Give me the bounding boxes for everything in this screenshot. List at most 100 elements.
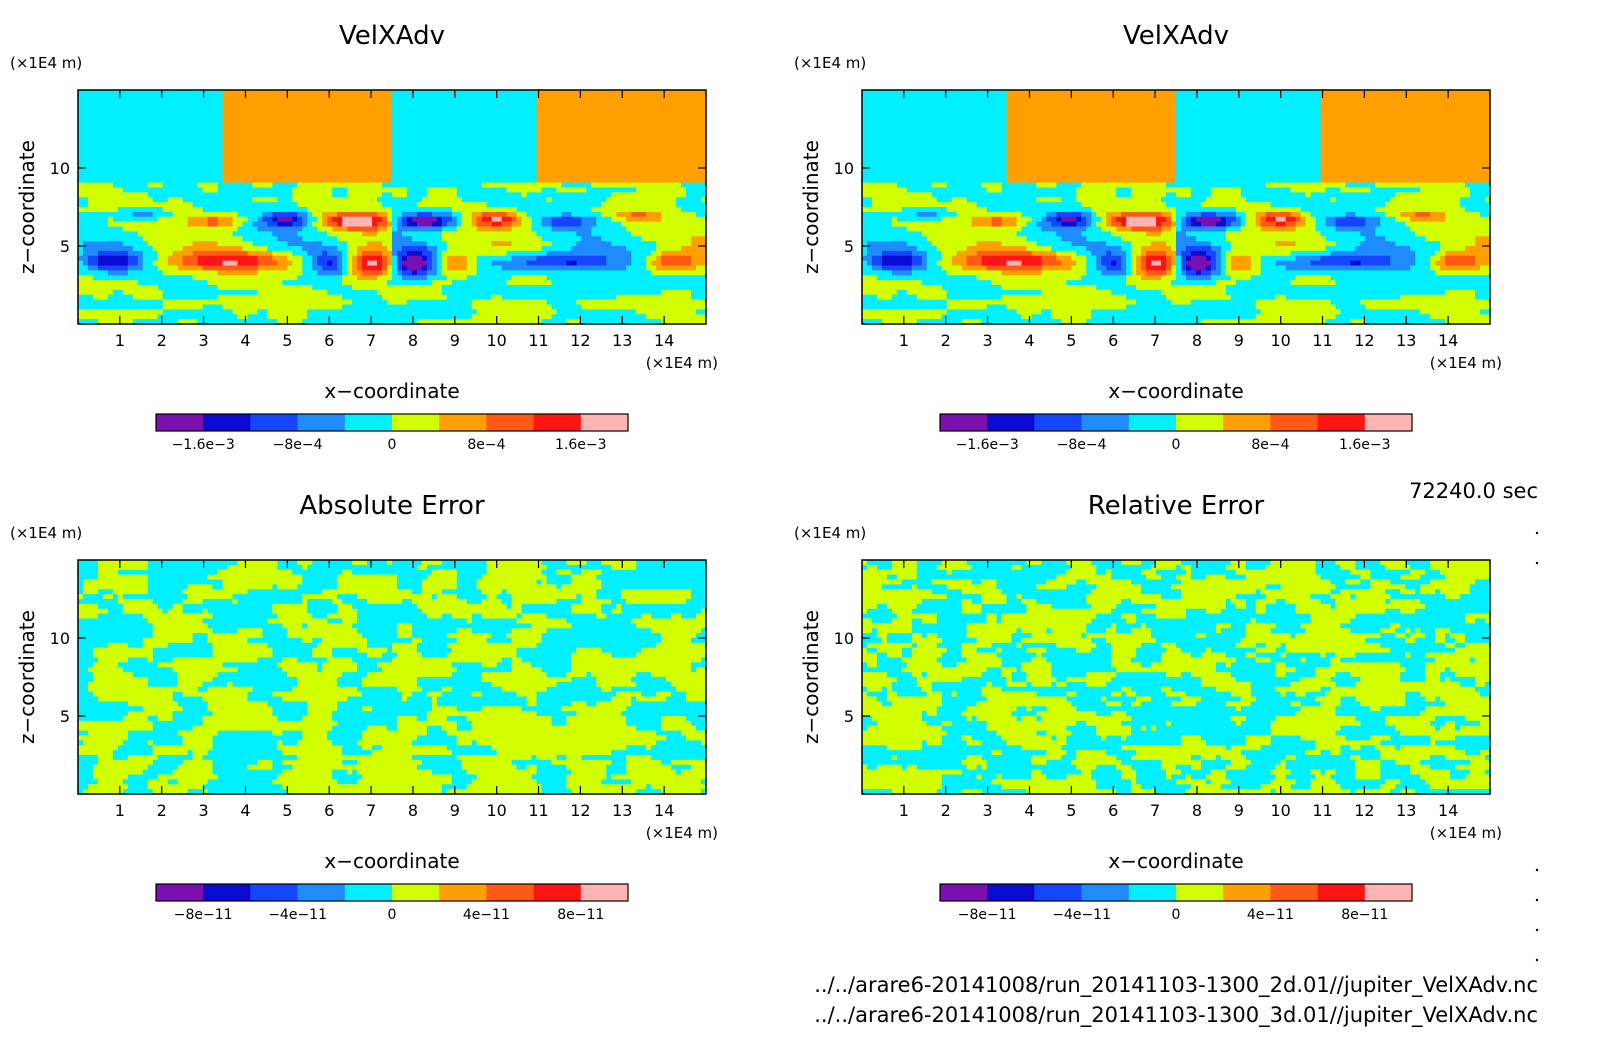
heatmap-cell bbox=[233, 110, 238, 115]
heatmap-cell bbox=[78, 139, 83, 144]
heatmap-cell bbox=[108, 231, 113, 236]
heatmap-cell bbox=[188, 251, 193, 256]
heatmap-cell bbox=[78, 275, 83, 280]
heatmap-cell bbox=[143, 236, 148, 241]
heatmap-cell bbox=[128, 124, 133, 129]
heatmap-cell bbox=[143, 261, 148, 266]
heatmap-cell bbox=[113, 168, 118, 173]
heatmap-cell bbox=[128, 280, 133, 285]
heatmap-cell bbox=[148, 251, 153, 256]
heatmap-cell bbox=[118, 197, 123, 202]
heatmap-cell bbox=[233, 251, 238, 256]
heatmap-cell bbox=[188, 114, 193, 119]
heatmap-cell bbox=[183, 309, 188, 314]
heatmap-cell bbox=[98, 305, 103, 310]
heatmap-cell bbox=[128, 129, 133, 134]
heatmap-cell bbox=[103, 153, 108, 158]
heatmap-cell bbox=[178, 124, 183, 129]
heatmap-cell bbox=[153, 305, 158, 310]
heatmap-cell bbox=[153, 202, 158, 207]
heatmap-cell bbox=[83, 227, 88, 232]
heatmap-cell bbox=[83, 309, 88, 314]
heatmap-cell bbox=[128, 95, 133, 100]
heatmap-cell bbox=[193, 261, 198, 266]
heatmap-cell bbox=[88, 124, 93, 129]
heatmap-cell bbox=[98, 105, 103, 110]
heatmap-cell bbox=[223, 129, 228, 134]
heatmap-cell bbox=[113, 163, 118, 168]
heatmap-cell bbox=[203, 261, 208, 266]
heatmap-cell bbox=[88, 192, 93, 197]
heatmap-cell bbox=[128, 168, 133, 173]
heatmap-cell bbox=[123, 305, 128, 310]
heatmap-cell bbox=[148, 149, 153, 154]
heatmap-cell bbox=[218, 300, 223, 305]
heatmap-cell bbox=[233, 246, 238, 251]
heatmap-cell bbox=[88, 90, 93, 95]
heatmap-cell bbox=[128, 222, 133, 227]
heatmap-cell bbox=[203, 251, 208, 256]
heatmap-cell bbox=[233, 222, 238, 227]
heatmap-cell bbox=[153, 290, 158, 295]
heatmap-cell bbox=[168, 270, 173, 275]
heatmap-cell bbox=[183, 241, 188, 246]
heatmap-cell bbox=[98, 212, 103, 217]
heatmap-cell bbox=[163, 114, 168, 119]
heatmap-cell bbox=[83, 139, 88, 144]
heatmap-cell bbox=[223, 197, 228, 202]
heatmap-cell bbox=[133, 305, 138, 310]
heatmap-cell bbox=[178, 158, 183, 163]
heatmap-cell bbox=[208, 188, 213, 193]
heatmap-cell bbox=[98, 222, 103, 227]
heatmap-cell bbox=[103, 183, 108, 188]
heatmap-cell bbox=[118, 275, 123, 280]
heatmap-cell bbox=[93, 197, 98, 202]
heatmap-cell bbox=[138, 197, 143, 202]
heatmap-cell bbox=[213, 129, 218, 134]
heatmap-cell bbox=[198, 178, 203, 183]
heatmap-cell bbox=[113, 231, 118, 236]
heatmap-cell bbox=[193, 295, 198, 300]
heatmap-cell bbox=[183, 207, 188, 212]
heatmap-cell bbox=[208, 173, 213, 178]
heatmap-cell bbox=[78, 285, 83, 290]
heatmap-cell bbox=[218, 158, 223, 163]
heatmap-cell bbox=[188, 295, 193, 300]
heatmap-cell bbox=[108, 266, 113, 271]
heatmap-cell bbox=[168, 188, 173, 193]
heatmap-cell bbox=[173, 256, 178, 261]
heatmap-cell bbox=[113, 256, 118, 261]
heatmap-cell bbox=[158, 300, 163, 305]
heatmap-cell bbox=[133, 134, 138, 139]
heatmap-cell bbox=[148, 266, 153, 271]
heatmap-cell bbox=[198, 90, 203, 95]
heatmap-cell bbox=[188, 178, 193, 183]
heatmap-cell bbox=[88, 149, 93, 154]
heatmap-cell bbox=[143, 300, 148, 305]
heatmap-cell bbox=[93, 178, 98, 183]
heatmap-cell bbox=[213, 227, 218, 232]
heatmap-cell bbox=[78, 178, 83, 183]
heatmap-cell bbox=[203, 168, 208, 173]
heatmap-cell bbox=[98, 231, 103, 236]
heatmap-cell bbox=[163, 95, 168, 100]
heatmap-cell bbox=[173, 270, 178, 275]
heatmap-cell bbox=[203, 110, 208, 115]
heatmap-cell bbox=[148, 300, 153, 305]
heatmap-cell bbox=[163, 305, 168, 310]
heatmap-cell bbox=[193, 197, 198, 202]
heatmap-cell bbox=[178, 300, 183, 305]
heatmap-cell bbox=[153, 168, 158, 173]
heatmap-cell bbox=[228, 290, 233, 295]
heatmap-cell bbox=[218, 246, 223, 251]
heatmap-cell bbox=[213, 212, 218, 217]
heatmap-cell bbox=[237, 100, 242, 105]
heatmap-cell bbox=[78, 280, 83, 285]
heatmap-cell bbox=[148, 261, 153, 266]
heatmap-cell bbox=[218, 305, 223, 310]
heatmap-cell bbox=[183, 197, 188, 202]
heatmap-cell bbox=[163, 261, 168, 266]
heatmap-cell bbox=[88, 207, 93, 212]
heatmap-cell bbox=[158, 222, 163, 227]
heatmap-cell bbox=[163, 139, 168, 144]
